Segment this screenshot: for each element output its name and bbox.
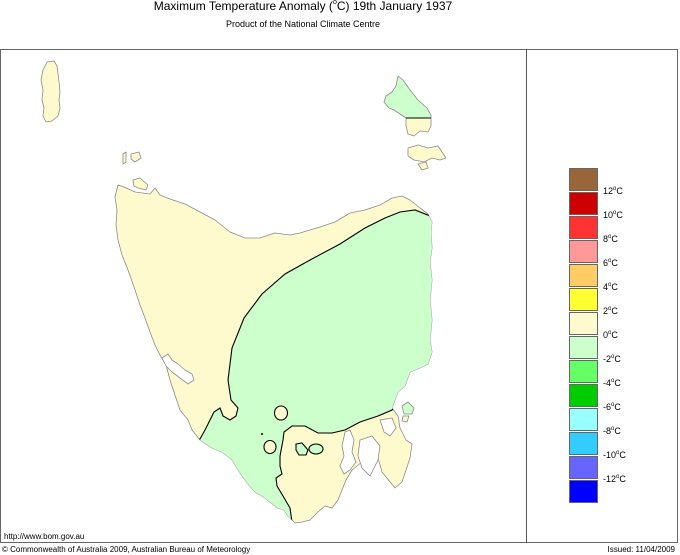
title-suffix: C) 19th January 1937 — [336, 0, 453, 13]
legend-swatch — [569, 360, 598, 383]
legend-label: -2oC — [603, 354, 621, 364]
copyright-notice: © Commonwealth of Australia 2009, Austra… — [2, 545, 251, 554]
legend-label: -10oC — [603, 450, 626, 460]
legend-swatch — [569, 384, 598, 407]
title-prefix: Maximum Temperature Anomaly ( — [153, 0, 333, 13]
legend-label: -12oC — [603, 474, 626, 484]
cool-pocket-1 — [295, 442, 309, 456]
map-frame — [0, 49, 678, 543]
legend-swatch — [569, 480, 598, 503]
map-title: Maximum Temperature Anomaly (oC) 19th Ja… — [0, 0, 606, 13]
warm-pocket-2 — [263, 439, 277, 455]
maria-island — [401, 401, 415, 415]
robbins-island — [132, 177, 149, 191]
flinders-island-south — [405, 117, 432, 137]
king-island — [40, 60, 61, 123]
legend-swatch — [569, 408, 598, 431]
legend-swatch — [569, 432, 598, 455]
legend-label: -4oC — [603, 378, 621, 388]
legend-label: 2oC — [603, 306, 618, 316]
legend-label: 8oC — [603, 234, 618, 244]
tasmania-map — [40, 60, 447, 524]
hunter-island — [122, 151, 127, 165]
legend-swatch — [569, 264, 598, 287]
degree-symbol: o — [332, 0, 337, 6]
cape-barren-island — [407, 144, 447, 163]
legend-label: 12oC — [603, 186, 623, 196]
legend-swatch — [569, 456, 598, 479]
warm-pocket-dot — [261, 433, 263, 435]
legend-swatch — [569, 216, 598, 239]
issued-date: Issued: 11/04/2009 — [607, 545, 675, 554]
cool-pocket-2 — [308, 443, 324, 455]
warm-pocket-1 — [273, 405, 289, 421]
derwent-estuary — [339, 429, 357, 475]
legend-label: 0oC — [603, 330, 618, 340]
norfolk-bay — [379, 417, 397, 437]
macquarie-harbour — [161, 353, 195, 385]
legend-label: -6oC — [603, 402, 621, 412]
legend-swatch — [569, 312, 598, 335]
legend-label: 4oC — [603, 282, 618, 292]
legend-label: 6oC — [603, 258, 618, 268]
storm-bay — [357, 435, 381, 477]
three-hummock-island — [130, 151, 142, 163]
map-subtitle: Product of the National Climate Centre — [225, 19, 381, 29]
legend-label: 10oC — [603, 210, 623, 220]
legend-label: -8oC — [603, 426, 621, 436]
legend-swatch — [569, 240, 598, 263]
bom-url[interactable]: http://www.bom.gov.au — [4, 532, 85, 541]
flinders-island-north — [383, 75, 432, 119]
legend-swatch — [569, 288, 598, 311]
legend-swatch — [569, 336, 598, 359]
maria-island-south — [401, 415, 410, 423]
legend-swatch — [569, 168, 598, 191]
legend-divider — [526, 49, 527, 543]
clarke-island — [417, 161, 429, 171]
legend-swatch — [569, 192, 598, 215]
